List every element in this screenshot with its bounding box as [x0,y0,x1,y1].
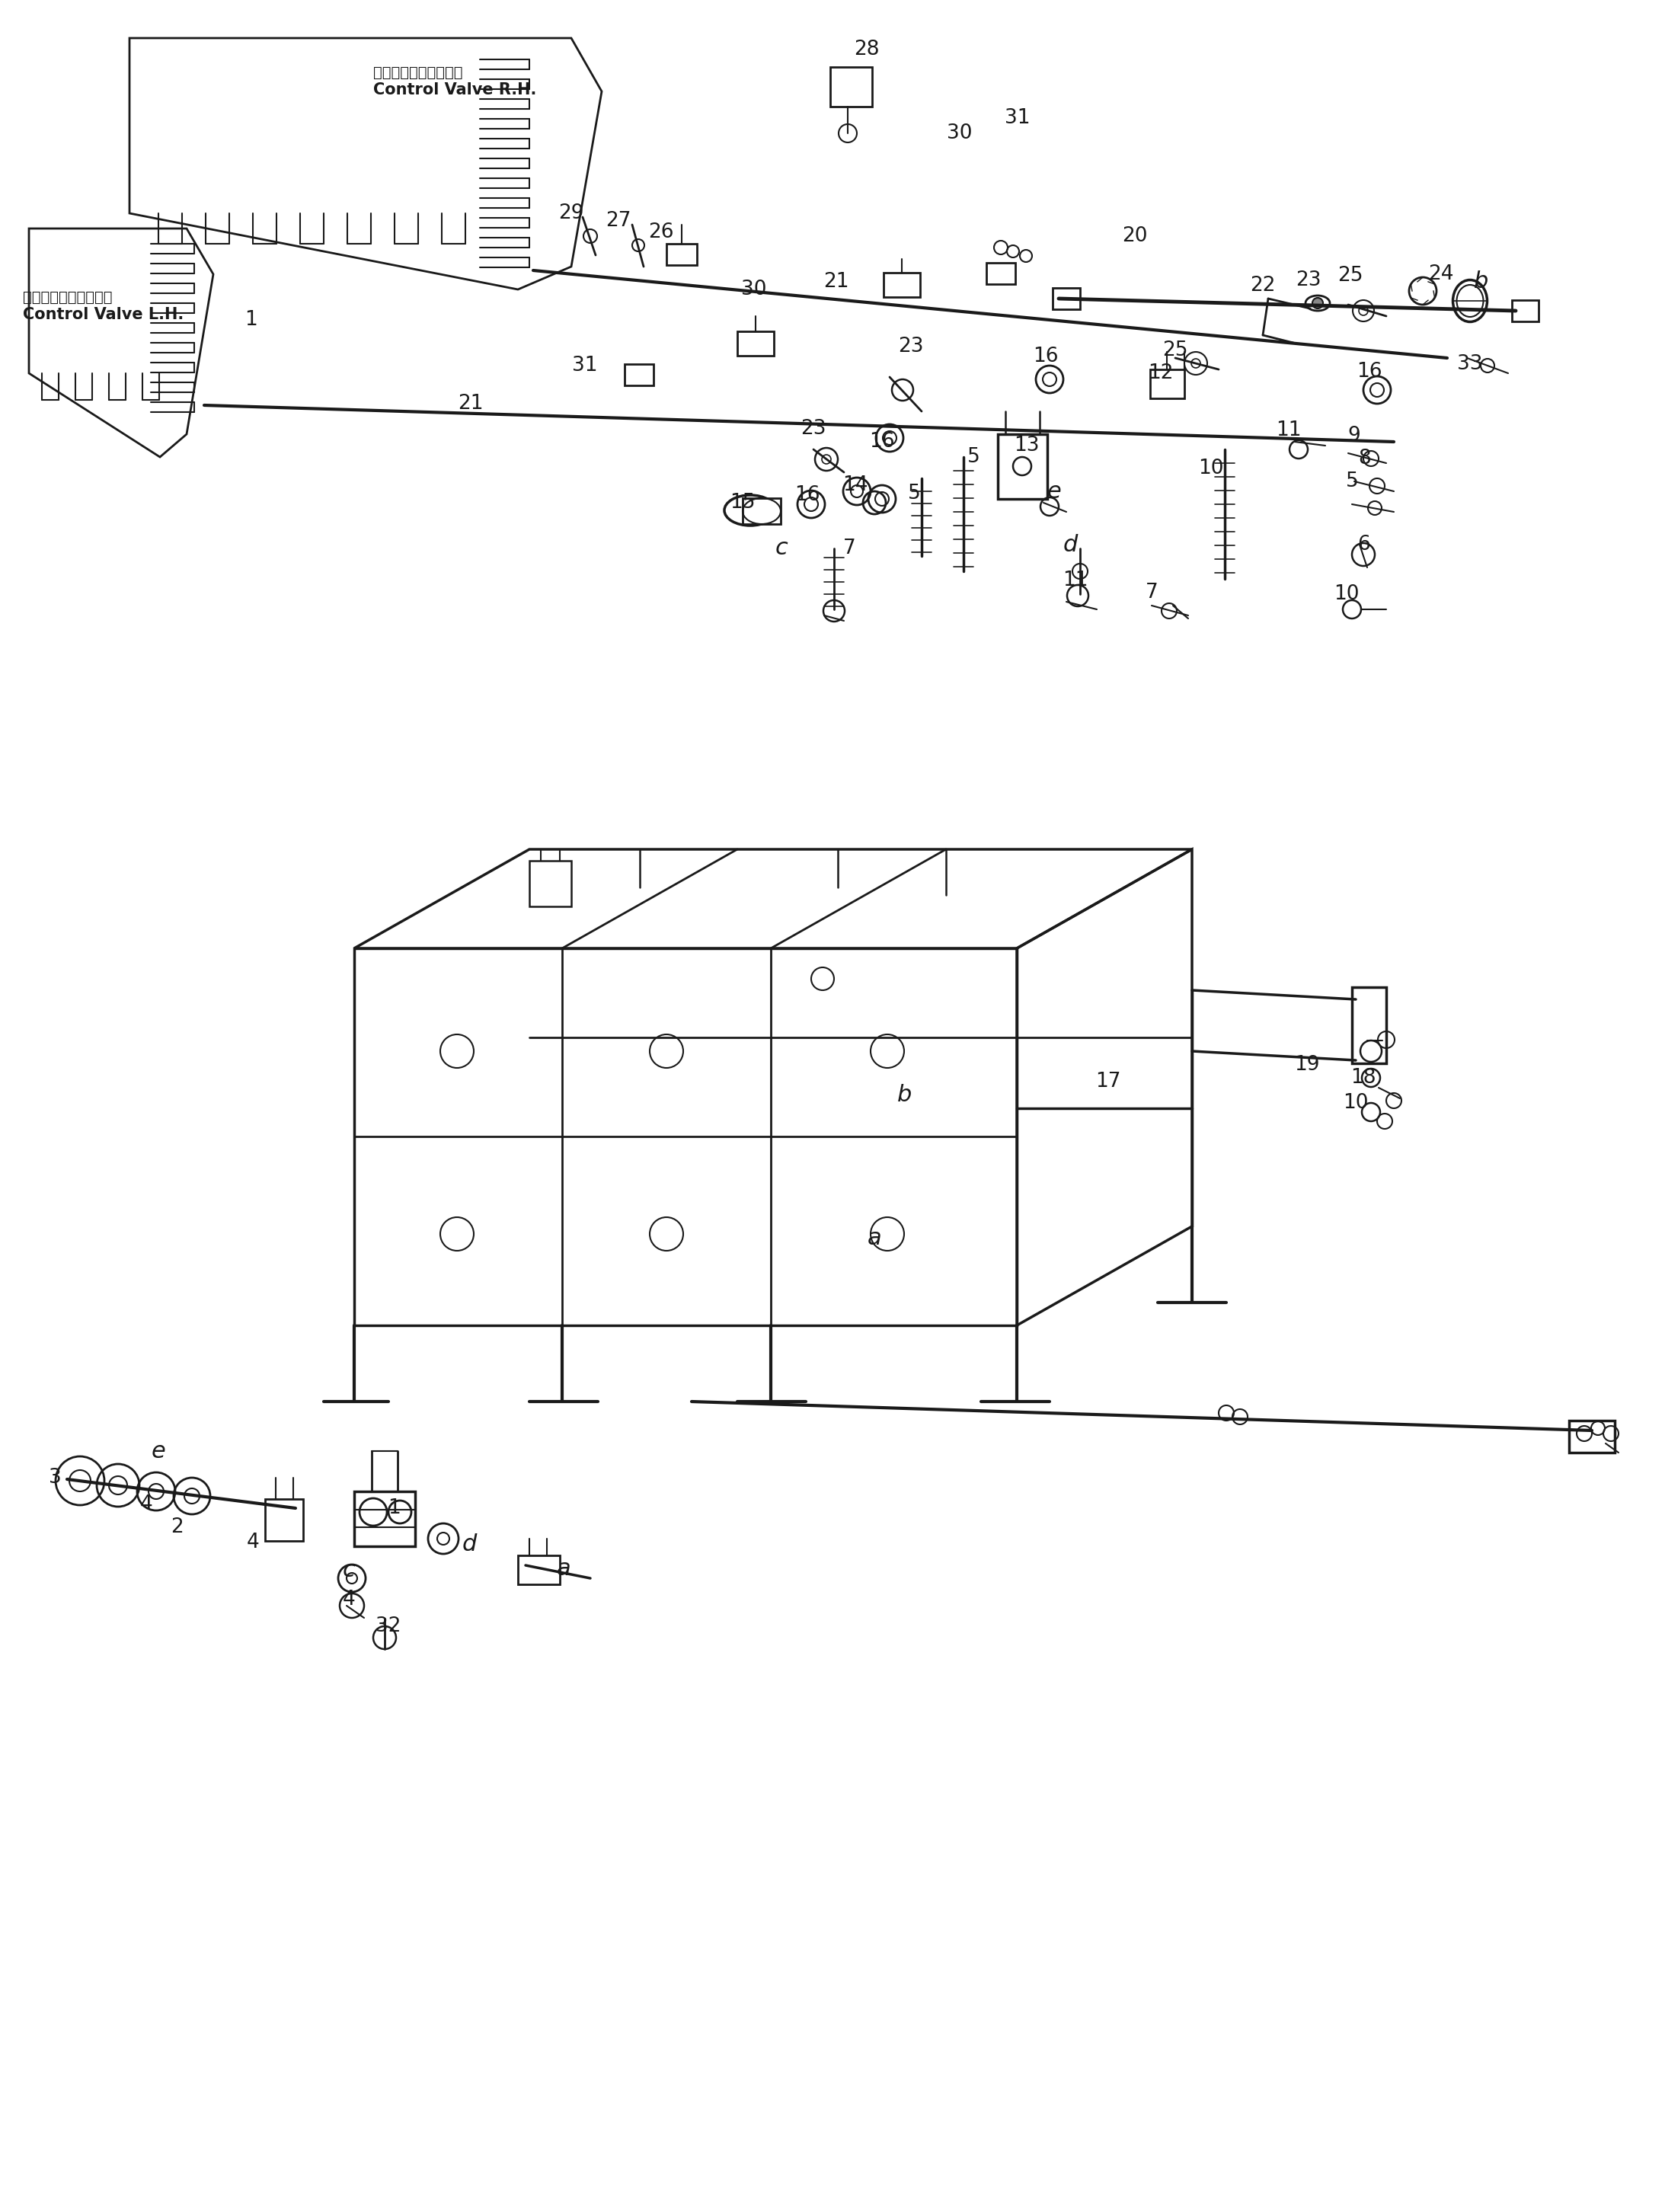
Text: 14: 14 [842,476,867,495]
Bar [355,1491,415,1546]
Text: 7: 7 [842,538,856,557]
Text: 16: 16 [1357,363,1382,383]
Text: Control Valve L.H.: Control Valve L.H. [23,307,183,323]
Text: 10: 10 [1199,458,1224,478]
Text: b: b [1474,270,1489,292]
Text: 30: 30 [947,124,972,144]
Bar [1568,1420,1615,1453]
Text: 16: 16 [794,484,821,504]
Text: b: b [897,1084,912,1106]
Bar [1151,369,1184,398]
Bar [624,365,653,385]
Text: 21: 21 [458,394,483,414]
Text: 16: 16 [1032,347,1059,367]
Text: 25: 25 [1162,341,1189,361]
Text: 23: 23 [897,336,924,356]
Text: コントロールバルブ左: コントロールバルブ左 [23,290,112,305]
Bar [986,263,1016,283]
Bar [831,66,872,106]
Text: 31: 31 [573,356,598,376]
Bar [518,1555,559,1584]
Text: 17: 17 [1096,1073,1121,1091]
Bar [1052,288,1081,310]
Text: a: a [556,1557,571,1579]
Text: 3: 3 [48,1469,62,1489]
Text: 32: 32 [376,1617,401,1637]
Text: d: d [461,1533,476,1555]
Text: 4: 4 [140,1495,153,1515]
Text: a: a [867,1228,881,1250]
Text: 7: 7 [1146,582,1159,602]
Text: 5: 5 [967,447,979,467]
Text: 4: 4 [343,1590,355,1610]
Circle shape [1312,299,1324,307]
Text: Control Valve R.H.: Control Valve R.H. [373,82,536,97]
Bar [743,498,781,524]
Text: 12: 12 [1149,363,1174,383]
Text: e: e [1047,480,1061,502]
Text: 5: 5 [1345,471,1359,491]
Text: 25: 25 [1337,265,1364,285]
Text: 26: 26 [648,223,674,243]
Text: 19: 19 [1294,1055,1320,1075]
Text: 9: 9 [1349,425,1360,445]
Text: 27: 27 [606,210,631,230]
Bar [738,332,774,356]
Text: c: c [776,538,788,560]
Text: d: d [1062,533,1077,555]
Bar [529,860,571,907]
Text: 1: 1 [388,1498,401,1517]
Bar [265,1500,303,1542]
Text: 21: 21 [824,272,849,292]
Text: 18: 18 [1350,1068,1377,1088]
Text: 23: 23 [1295,270,1322,290]
Text: 15: 15 [729,493,756,513]
Text: e: e [152,1440,165,1462]
Text: 16: 16 [869,431,894,451]
Text: 11: 11 [1275,420,1302,440]
Text: 2: 2 [170,1517,183,1537]
Text: 23: 23 [801,418,826,438]
Text: 11: 11 [1062,571,1089,591]
Text: コントロールバルブ右: コントロールバルブ右 [373,64,463,80]
Bar [666,243,698,265]
Text: 8: 8 [1359,449,1372,469]
Text: 1: 1 [245,310,258,330]
Text: 31: 31 [1004,108,1031,128]
Bar [1512,301,1538,321]
Text: 33: 33 [1457,354,1484,374]
Text: c: c [343,1559,355,1582]
Bar [997,434,1047,500]
Text: 6: 6 [1357,535,1370,555]
Text: 10: 10 [1334,584,1359,604]
Bar [884,272,921,296]
Text: 4: 4 [246,1533,260,1553]
Text: 5: 5 [907,484,921,504]
Text: 29: 29 [558,204,584,223]
Text: 30: 30 [741,279,768,299]
Text: 20: 20 [1122,226,1147,246]
Text: 13: 13 [1014,436,1039,456]
Text: 10: 10 [1344,1093,1369,1113]
Bar [1352,987,1387,1064]
Text: 28: 28 [854,40,879,60]
Text: 22: 22 [1250,276,1275,296]
Text: 24: 24 [1429,263,1454,283]
